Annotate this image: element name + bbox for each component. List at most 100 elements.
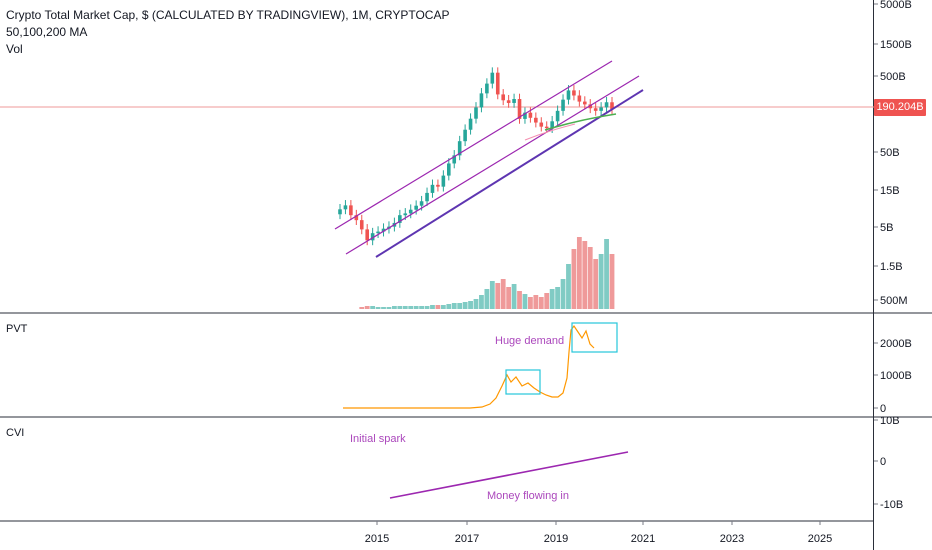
candle-body	[583, 101, 587, 105]
candle-body	[398, 215, 402, 223]
volume-bar	[506, 287, 512, 309]
candle-body	[517, 99, 522, 119]
time-tick-label: 2021	[631, 533, 655, 545]
volume-bar	[609, 254, 615, 309]
candle-body	[436, 184, 440, 187]
volume-bar	[528, 297, 533, 309]
volume-bar	[386, 307, 392, 309]
cvi-tick-label: -10B	[880, 499, 903, 511]
candle-body	[566, 90, 571, 100]
support-trend-line	[375, 89, 644, 258]
pvt-line	[343, 324, 595, 409]
candle-body	[403, 213, 408, 216]
time-tick-label: 2019	[544, 533, 568, 545]
candle-body	[528, 112, 533, 118]
candle-body	[495, 72, 500, 95]
price-tick-label: 1500B	[880, 39, 912, 51]
cvi-pane[interactable]: Initial spark Money flowing in	[350, 433, 629, 502]
volume-bar	[408, 306, 414, 309]
volume-bar	[468, 301, 473, 309]
cvi-trend-line	[389, 451, 629, 499]
price-tick-label: 500M	[880, 295, 908, 307]
candle-body	[419, 201, 424, 206]
volume-bar	[593, 259, 599, 309]
candle-body	[338, 209, 342, 215]
candle-body	[468, 118, 473, 130]
volume-bar	[446, 304, 452, 309]
volume-bar	[402, 306, 408, 309]
volume-legend[interactable]: Vol	[6, 42, 23, 56]
candle-body	[534, 117, 538, 123]
candle-body	[365, 229, 369, 241]
volume-bar	[424, 306, 430, 309]
volume-bar	[451, 303, 457, 309]
volume-bar	[419, 306, 424, 309]
pvt-highlight-box	[505, 369, 541, 395]
time-tick-label: 2015	[365, 533, 389, 545]
cvi-tick-label: 0	[880, 456, 886, 468]
volume-bar	[544, 293, 550, 309]
volume-bar	[375, 307, 381, 309]
current-price-badge: 190.204B	[874, 99, 926, 116]
volume-bar	[392, 306, 397, 309]
candle-body	[408, 209, 413, 214]
annotation-initial-spark: Initial spark	[350, 433, 406, 445]
volume-bar	[604, 239, 609, 309]
price-pane[interactable]	[0, 60, 874, 309]
volume-bar	[587, 247, 593, 309]
volume-bar	[533, 295, 539, 309]
candle-body	[370, 233, 375, 241]
candle-body	[544, 126, 549, 129]
candle-body	[452, 155, 457, 164]
channel-middle-line	[345, 75, 640, 255]
candle-body	[512, 99, 516, 103]
volume-bar	[489, 281, 495, 309]
price-tick-label: 5B	[880, 222, 893, 234]
volume-bar	[479, 295, 484, 309]
candle-body	[359, 220, 364, 230]
price-tick-label: 1.5B	[880, 261, 903, 273]
candle-body	[376, 231, 380, 234]
volume-bar	[538, 297, 544, 309]
volume-bar	[571, 249, 577, 309]
candle-body	[506, 100, 511, 103]
volume-bar	[364, 306, 370, 309]
volume-bar	[457, 303, 463, 309]
pvt-pane[interactable]: Huge demand	[343, 322, 618, 409]
candle-body	[550, 121, 554, 129]
candle-body	[354, 215, 359, 221]
candle-body	[485, 83, 489, 94]
candle-body	[447, 163, 451, 176]
volume-bar	[582, 241, 588, 309]
volume-bar	[430, 305, 435, 309]
annotation-huge-demand: Huge demand	[495, 335, 564, 347]
candle-body	[490, 72, 495, 84]
price-tick-label: 15B	[880, 185, 900, 197]
candle-body	[539, 122, 544, 127]
volume-bar	[359, 307, 365, 309]
candle-body	[474, 107, 478, 119]
cvi-tick-label: 10B	[880, 415, 900, 427]
volume-bar	[566, 264, 571, 309]
time-tick-label: 2017	[455, 533, 479, 545]
volume-bar	[511, 284, 517, 309]
candle-body	[479, 93, 484, 108]
candle-body	[599, 107, 603, 111]
pvt-tick-label: 1000B	[880, 370, 912, 382]
volume-bar	[576, 237, 582, 309]
volume-bar	[500, 279, 506, 309]
candle-body	[593, 108, 598, 111]
candle-body	[572, 90, 576, 96]
candle-body	[604, 102, 609, 108]
candle-body	[430, 184, 435, 193]
pvt-tick-label: 0	[880, 403, 886, 415]
volume-bar	[495, 283, 501, 309]
price-tick-label: 500B	[880, 71, 906, 83]
volume-bar	[413, 306, 419, 309]
cvi-legend[interactable]: CVI	[6, 427, 25, 439]
candle-body	[349, 205, 353, 216]
pvt-legend[interactable]: PVT	[6, 323, 28, 335]
candle-body	[441, 175, 446, 187]
ma-legend[interactable]: 50,100,200 MA	[6, 25, 88, 39]
